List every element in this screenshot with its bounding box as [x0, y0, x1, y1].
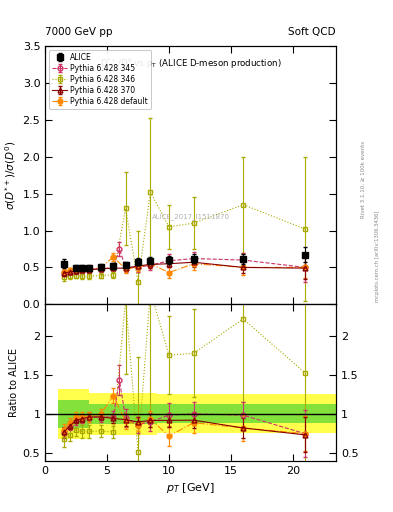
Legend: ALICE, Pythia 6.428 345, Pythia 6.428 346, Pythia 6.428 370, Pythia 6.428 defaul: ALICE, Pythia 6.428 345, Pythia 6.428 34… [49, 50, 151, 109]
Text: mcplots.cern.ch [arXiv:1306.3436]: mcplots.cern.ch [arXiv:1306.3436] [375, 210, 380, 302]
Text: ALICE_2017_I1511870: ALICE_2017_I1511870 [152, 213, 230, 220]
Y-axis label: $\sigma(D^{*+})/\sigma(D^{0})$: $\sigma(D^{*+})/\sigma(D^{0})$ [4, 141, 18, 210]
Text: Soft QCD: Soft QCD [288, 27, 336, 37]
Text: Rivet 3.1.10, ≥ 100k events: Rivet 3.1.10, ≥ 100k events [361, 141, 366, 218]
Text: D$^{*+}$/D$^{0}$ vs p$_{\rm T}$ (ALICE D-meson production): D$^{*+}$/D$^{0}$ vs p$_{\rm T}$ (ALICE D… [100, 56, 281, 71]
Y-axis label: Ratio to ALICE: Ratio to ALICE [9, 348, 18, 417]
X-axis label: $p_{T}$ [GeV]: $p_{T}$ [GeV] [166, 481, 215, 495]
Text: 7000 GeV pp: 7000 GeV pp [45, 27, 113, 37]
